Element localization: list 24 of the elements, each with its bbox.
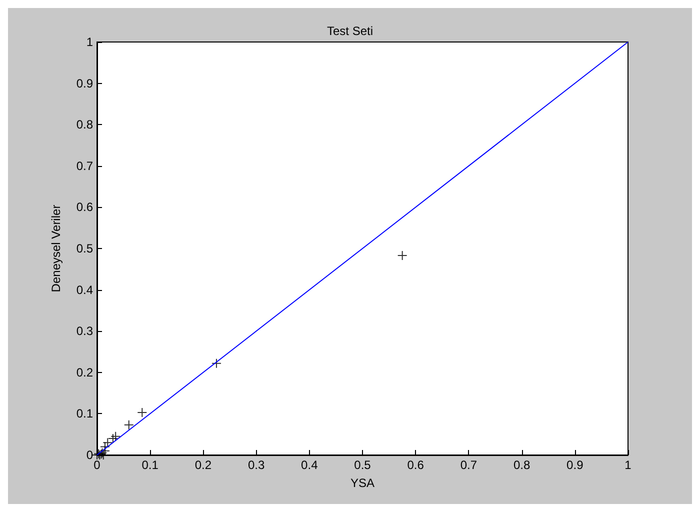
- y-tick-label: 0.6: [76, 200, 94, 214]
- x-tick-label: 0.3: [248, 458, 265, 472]
- x-tick-label: 0.8: [513, 458, 530, 472]
- x-tick-label: 0.4: [301, 458, 318, 472]
- x-tick-label: 0.1: [142, 458, 159, 472]
- x-tick-label: 0.7: [460, 458, 478, 472]
- x-tick-label: 0.2: [194, 458, 212, 472]
- y-tick-label: 0.1: [76, 406, 94, 421]
- y-tick-label: 0.4: [76, 282, 94, 297]
- y-tick-label: 0.8: [76, 118, 94, 132]
- x-tick-label: 0.5: [354, 458, 372, 472]
- x-tick-label: 1: [624, 458, 632, 472]
- x-tick-label: 0.9: [566, 458, 584, 472]
- y-axis-title: Deneysel Veriler: [49, 204, 63, 292]
- y-tick-label: 0.5: [76, 242, 94, 256]
- y-tick-label: 0.3: [76, 324, 94, 338]
- y-tick-label: 0.7: [76, 158, 94, 173]
- y-tick-label: 0: [86, 448, 94, 462]
- x-tick-label: 0.6: [407, 458, 424, 472]
- chart-title: Test Seti: [326, 24, 374, 38]
- y-tick-label: 0.2: [76, 365, 94, 380]
- y-tick-label: 0.9: [76, 76, 94, 90]
- x-axis-title: YSA: [350, 476, 375, 490]
- y-tick-label: 1: [86, 35, 94, 49]
